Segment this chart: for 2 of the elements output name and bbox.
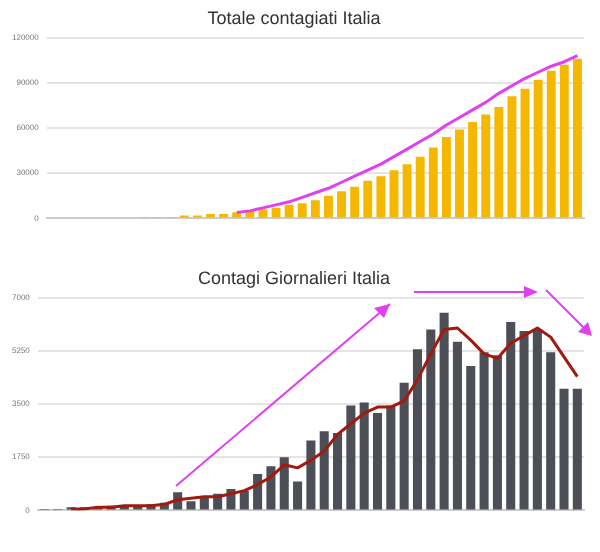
chart-title: Contagi Giornalieri Italia	[197, 267, 391, 288]
chart-title: Totale contagiati Italia	[207, 7, 381, 28]
